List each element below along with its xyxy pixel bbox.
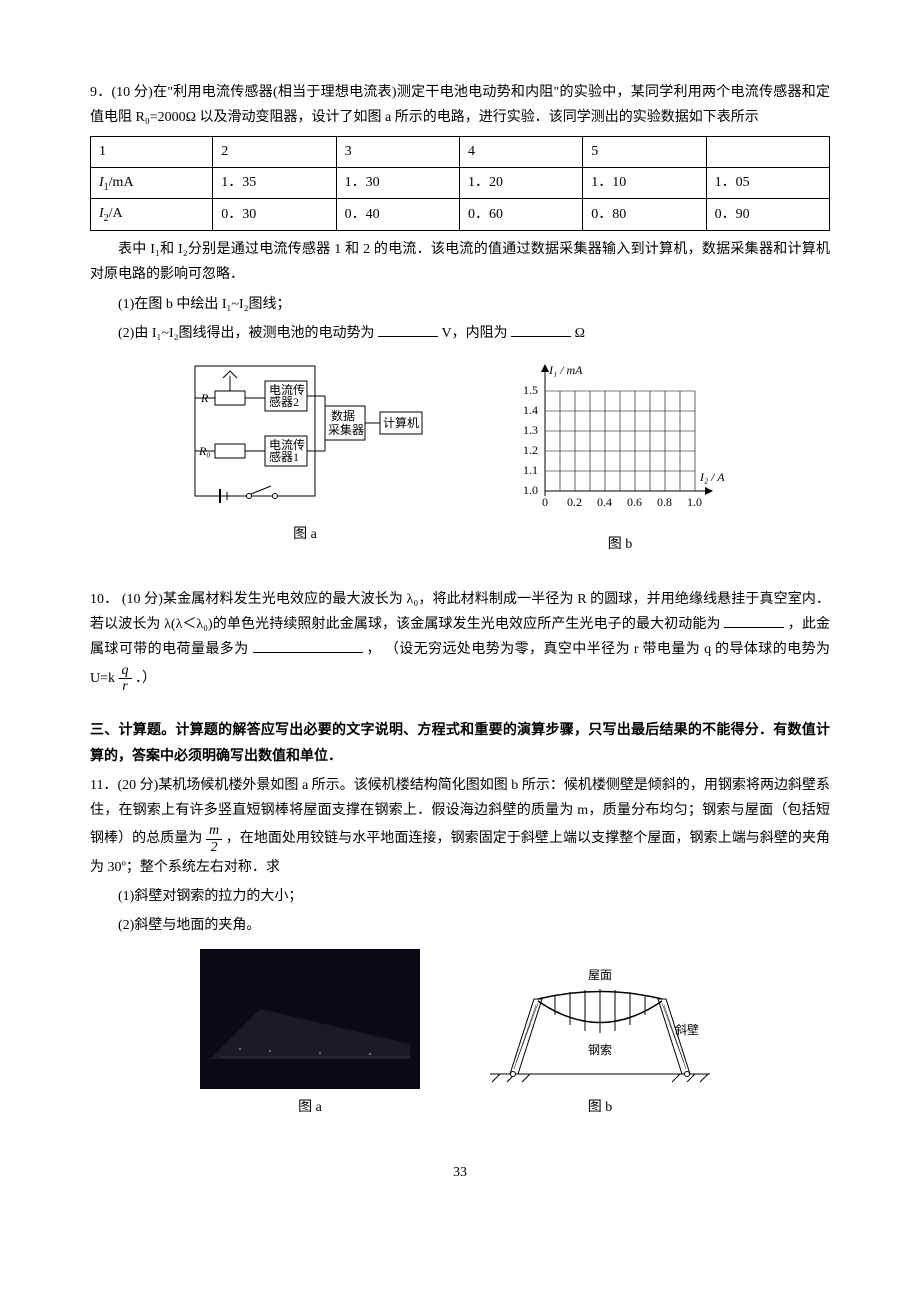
- q10-a: 10． (10 分)某金属材料发生光电效应的最大波长为 λ₀，将此材料制成一半径…: [90, 592, 830, 632]
- frac-num: m: [206, 823, 222, 839]
- th-6: [706, 137, 829, 167]
- page-number: 33: [90, 1160, 830, 1185]
- q9-intro: 9．(10 分)在"利用电流传感器(相当于理想电流表)测定干电池电动势和内阻"的…: [90, 80, 830, 130]
- frac-num: q: [119, 663, 132, 679]
- blank-r: [511, 322, 571, 337]
- airport-photo: [200, 949, 420, 1089]
- table-row: I2/A 0．30 0．40 0．60 0．80 0．90: [91, 199, 830, 231]
- fig-a-caption: 图 a: [185, 522, 425, 547]
- svg-text:I₂ / A: I₂ / A: [699, 470, 725, 484]
- q9-sub2-a: (2)由 I₁~I₂图线得出，被测电池的电动势为: [118, 326, 374, 341]
- q10-d: ．）: [135, 671, 156, 686]
- svg-text:屋面: 屋面: [588, 968, 612, 982]
- q11-sub1: (1)斜壁对钢索的拉力的大小；: [90, 884, 830, 909]
- svg-text:1.5: 1.5: [523, 383, 538, 397]
- row1-label: I1/mA: [91, 167, 213, 199]
- q11-figure-a: 图 a: [200, 949, 420, 1120]
- blank-emf: [378, 322, 438, 337]
- svg-text:感器1: 感器1: [269, 449, 299, 464]
- svg-text:0.2: 0.2: [567, 495, 582, 509]
- svg-text:1.2: 1.2: [523, 443, 538, 457]
- q9-explain: 表中 I₁和 I₂分别是通过电流传感器 1 和 2 的电流．该电流的值通过数据采…: [90, 237, 830, 287]
- th-1: 1: [91, 137, 213, 167]
- q9-sub1: (1)在图 b 中绘出 I₁~I₂图线；: [90, 292, 830, 317]
- svg-text:1.1: 1.1: [523, 463, 538, 477]
- svg-text:1.0: 1.0: [687, 495, 702, 509]
- th-5: 5: [583, 137, 706, 167]
- q9-sub2: (2)由 I₁~I₂图线得出，被测电池的电动势为 V，内阻为 Ω: [90, 321, 830, 346]
- cell: 0．60: [459, 199, 582, 231]
- svg-text:1.0: 1.0: [523, 483, 538, 497]
- cell: 0．80: [583, 199, 706, 231]
- svg-text:1.4: 1.4: [523, 403, 538, 417]
- th-2: 2: [213, 137, 336, 167]
- cell: 1．10: [583, 167, 706, 199]
- svg-text:0.8: 0.8: [657, 495, 672, 509]
- cell: 1．05: [706, 167, 829, 199]
- svg-text:感器2: 感器2: [269, 394, 299, 409]
- svg-text:0.4: 0.4: [597, 495, 612, 509]
- q9-sub2-b: V，内阻为: [441, 326, 507, 341]
- svg-text:采集器: 采集器: [328, 422, 364, 437]
- q11-fig-b-caption: 图 b: [480, 1095, 720, 1120]
- svg-text:计算机: 计算机: [383, 415, 419, 430]
- cell: 0．90: [706, 199, 829, 231]
- table-row: 1 2 3 4 5: [91, 137, 830, 167]
- cell: 1．35: [213, 167, 336, 199]
- cell: 1．20: [459, 167, 582, 199]
- q11-figure-b: 屋面 钢索 斜壁 图 b: [480, 959, 720, 1120]
- cell: 0．30: [213, 199, 336, 231]
- svg-text:0.6: 0.6: [627, 495, 642, 509]
- blank-ek: [724, 613, 784, 628]
- circuit-diagram-icon: R 电流传 感器2 R₀ 电流传 感器1: [185, 356, 425, 516]
- cell: 1．30: [336, 167, 459, 199]
- svg-text:0: 0: [542, 495, 548, 509]
- svg-text:数据: 数据: [331, 408, 355, 423]
- th-3: 3: [336, 137, 459, 167]
- svg-text:1.3: 1.3: [523, 423, 538, 437]
- table-row: I1/mA 1．35 1．30 1．20 1．10 1．05: [91, 167, 830, 199]
- frac-den: 2: [206, 840, 222, 855]
- q10-text: 10． (10 分)某金属材料发生光电效应的最大波长为 λ₀，将此材料制成一半径…: [90, 587, 830, 694]
- frac-den: r: [119, 679, 132, 694]
- terminal-structure-diagram: 屋面 钢索 斜壁: [480, 959, 720, 1089]
- svg-text:钢索: 钢索: [588, 1043, 612, 1057]
- th-4: 4: [459, 137, 582, 167]
- q11-sub2: (2)斜壁与地面的夹角。: [90, 913, 830, 938]
- q9-sub2-c: Ω: [575, 326, 585, 341]
- q11-text: 11．(20 分)某机场候机楼外景如图 a 所示。该候机楼结构简化图如图 b 所…: [90, 773, 830, 880]
- chart-grid-icon: 1.0 1.1 1.2 1.3 1.4 1.5 0 0.2 0.4 0.6 0.…: [505, 356, 735, 526]
- q9-data-table: 1 2 3 4 5 I1/mA 1．35 1．30 1．20 1．10 1．05…: [90, 136, 830, 231]
- row2-label: I2/A: [91, 199, 213, 231]
- cell: 0．40: [336, 199, 459, 231]
- q11-fig-a-caption: 图 a: [200, 1095, 420, 1120]
- fraction-m-over-2: m 2: [206, 823, 222, 855]
- section-3-heading: 三、计算题。计算题的解答应写出必要的文字说明、方程式和重要的演算步骤，只写出最后…: [90, 718, 830, 768]
- fraction-q-over-r: q r: [119, 663, 132, 695]
- svg-text:斜壁: 斜壁: [675, 1022, 699, 1037]
- q9-figure-a: R 电流传 感器2 R₀ 电流传 感器1: [185, 356, 425, 557]
- fig-b-caption: 图 b: [505, 532, 735, 557]
- q9-figure-b: 1.0 1.1 1.2 1.3 1.4 1.5 0 0.2 0.4 0.6 0.…: [505, 356, 735, 557]
- blank-q: [253, 638, 363, 653]
- svg-text:I₁ / mA: I₁ / mA: [548, 363, 583, 377]
